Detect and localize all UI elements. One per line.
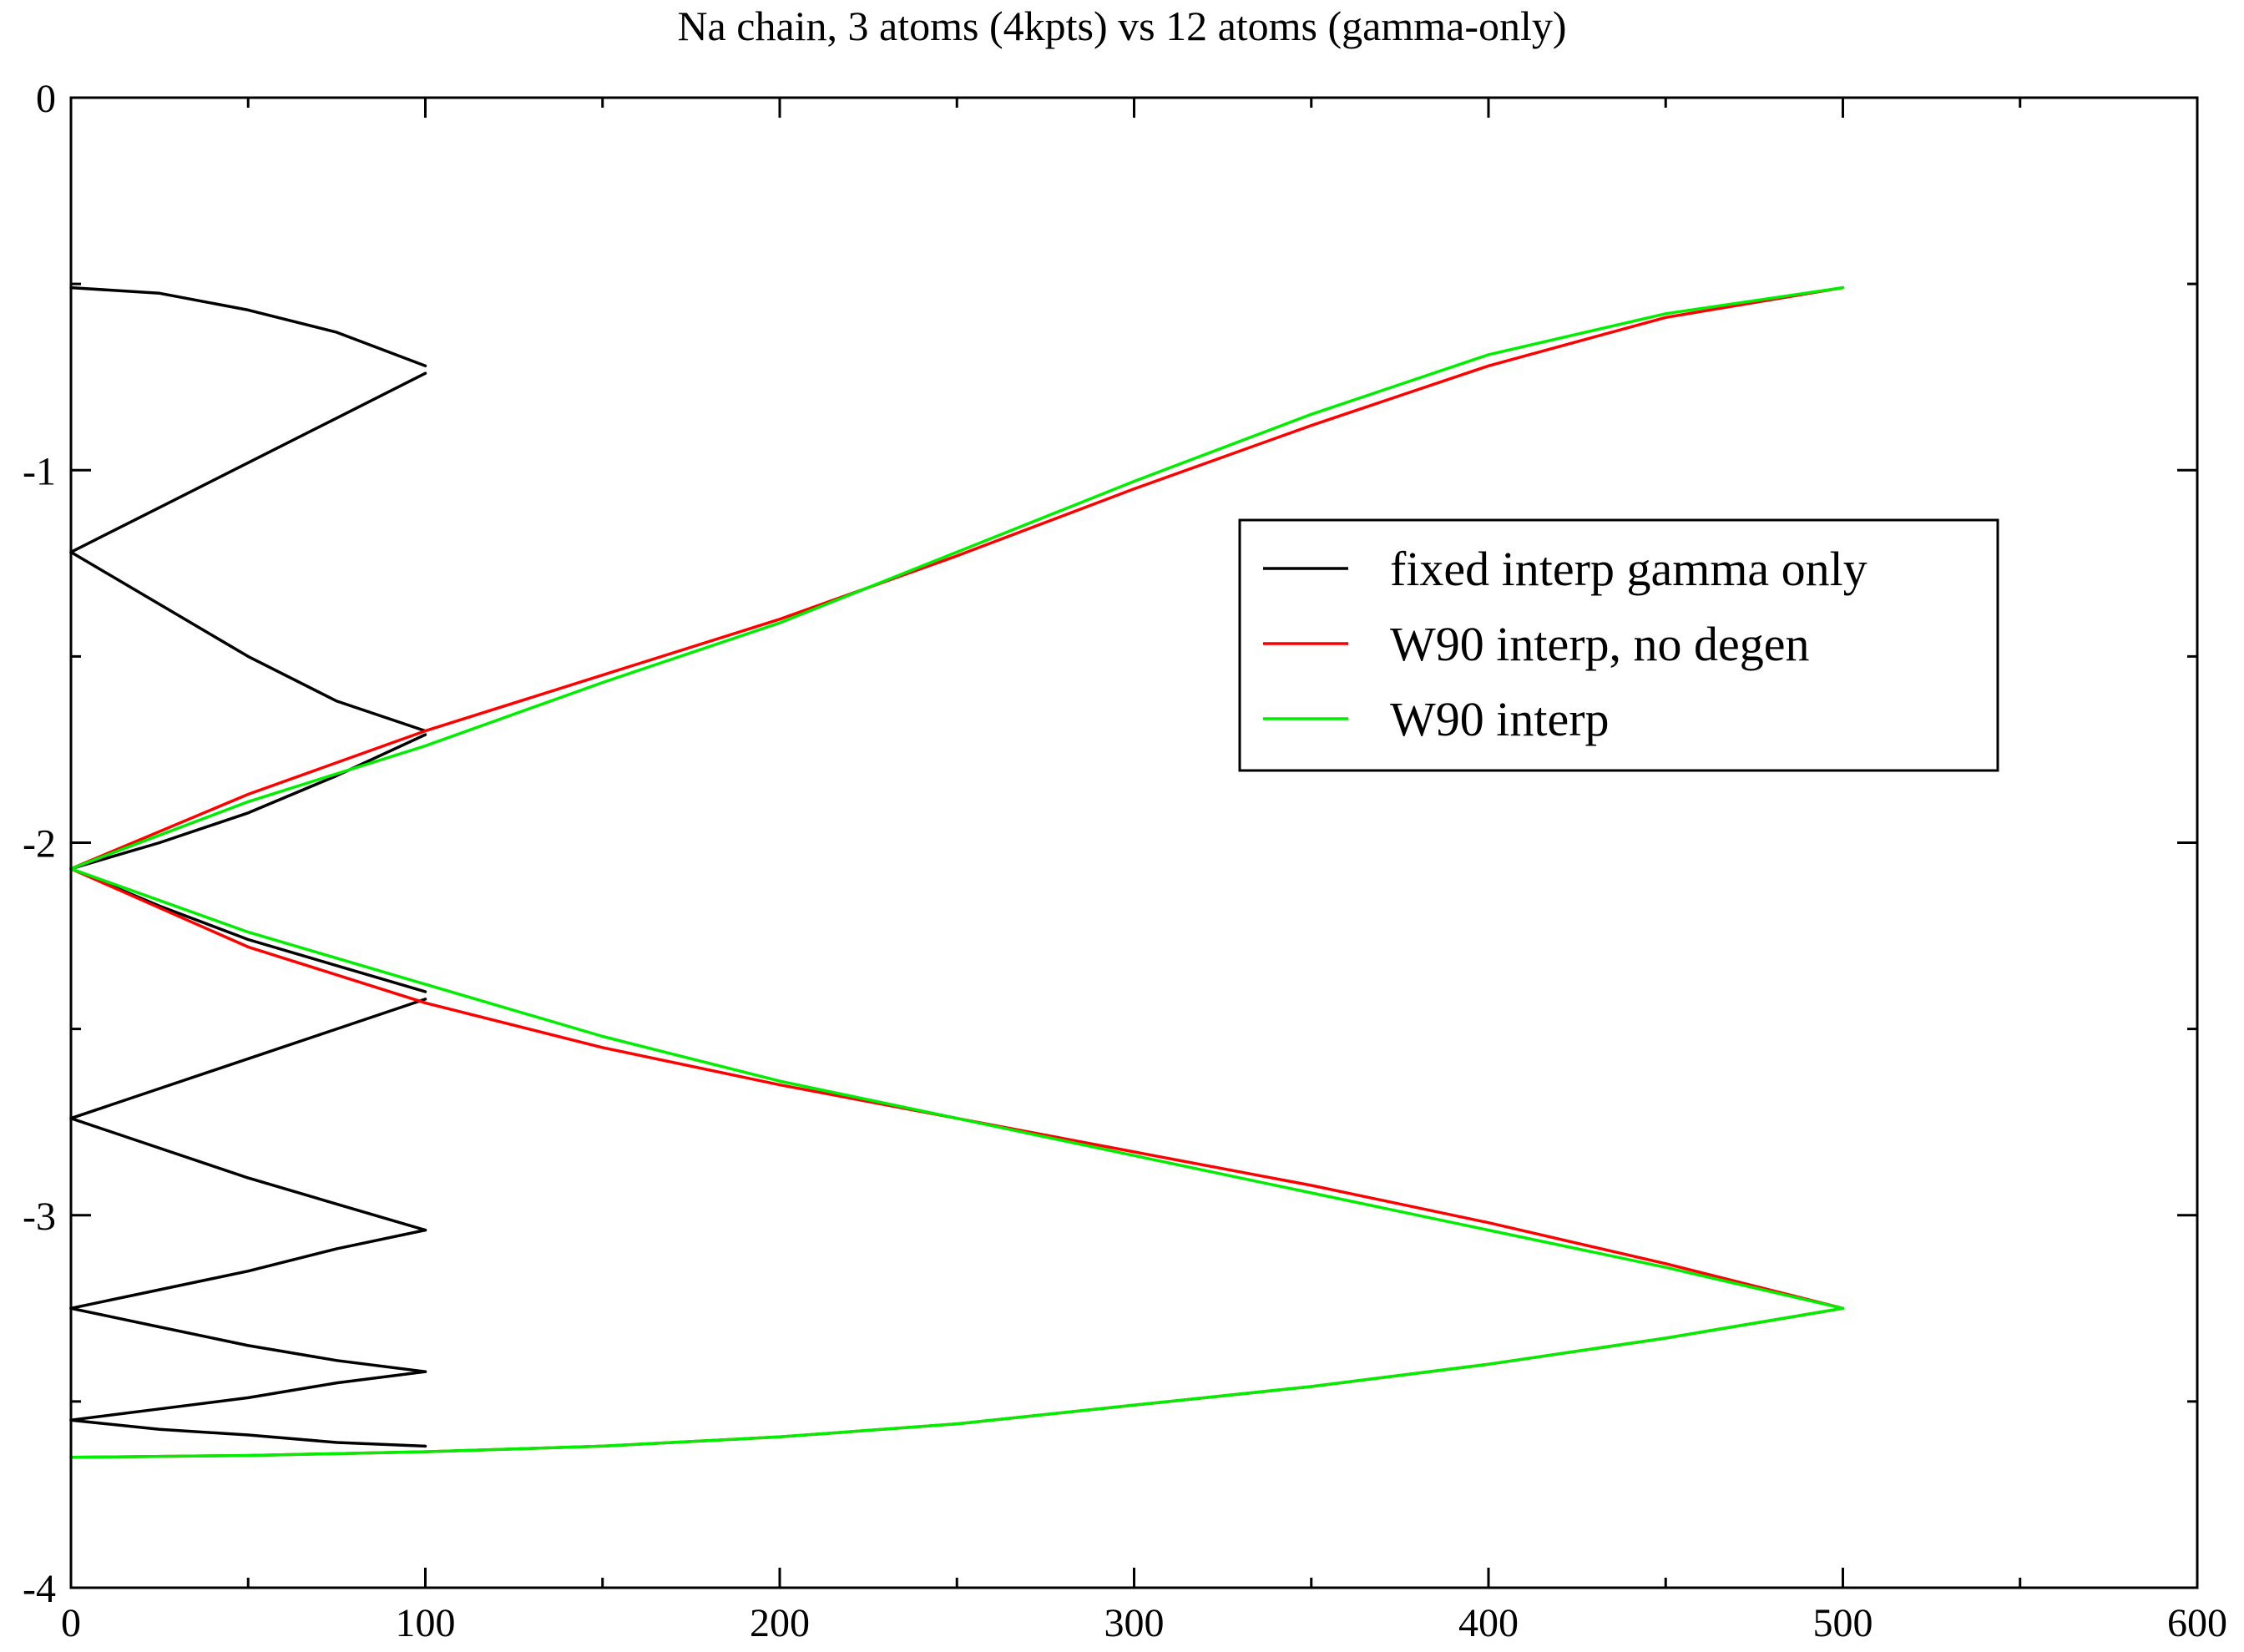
series-2-line-1 — [69, 285, 1845, 871]
x-tick-label: 400 — [1458, 1601, 1519, 1645]
x-tick-label: 300 — [1104, 1601, 1165, 1645]
series-1 — [69, 285, 427, 1448]
y-tick-label: -3 — [23, 1195, 56, 1239]
x-tick-label: 0 — [61, 1601, 81, 1645]
series-1-line-2 — [69, 371, 427, 554]
series-1-line-3 — [69, 550, 427, 733]
series-1-line-9 — [69, 1306, 427, 1373]
plot-frame — [69, 96, 2199, 1589]
series-3 — [69, 285, 1845, 1459]
series-1-line-10 — [69, 1370, 427, 1422]
series-1-line-6 — [69, 998, 427, 1120]
y-tick-label: -2 — [23, 822, 56, 866]
legend: fixed interp gamma only W90 interp, no de… — [1238, 518, 1999, 772]
series-2-line-2 — [69, 866, 1845, 1311]
series-3-line-1 — [69, 285, 1845, 871]
y-tick-label: 0 — [36, 77, 56, 121]
legend-label-3: W90 interp — [1390, 692, 1610, 746]
series-2 — [69, 285, 1845, 1459]
series-1-line-11 — [69, 1418, 427, 1448]
y-tick-label: -1 — [23, 449, 56, 493]
series-1-line-1 — [69, 285, 427, 368]
legend-label-2: W90 interp, no degen — [1390, 617, 1810, 671]
x-tick-label: 600 — [2167, 1601, 2227, 1645]
legend-box — [1238, 518, 1999, 772]
series-3-line-3 — [69, 1306, 1845, 1459]
series-3-line-2 — [69, 866, 1845, 1311]
series-1-line-7 — [69, 1116, 427, 1232]
axes-layer: 0 100 200 300 400 500 600 0 -1 -2 -3 -4 — [23, 77, 2227, 1645]
chart-title: Na chain, 3 atoms (4kpts) vs 12 atoms (g… — [677, 3, 1566, 49]
series-1-line-4 — [69, 733, 427, 871]
x-tick-label: 500 — [1813, 1601, 1873, 1645]
series-1-line-8 — [69, 1228, 427, 1311]
series-layer — [69, 285, 1845, 1459]
y-tick-label: -4 — [23, 1567, 56, 1611]
legend-label-1: fixed interp gamma only — [1390, 542, 1867, 596]
x-tick-label: 200 — [750, 1601, 810, 1645]
x-tick-label: 100 — [396, 1601, 456, 1645]
